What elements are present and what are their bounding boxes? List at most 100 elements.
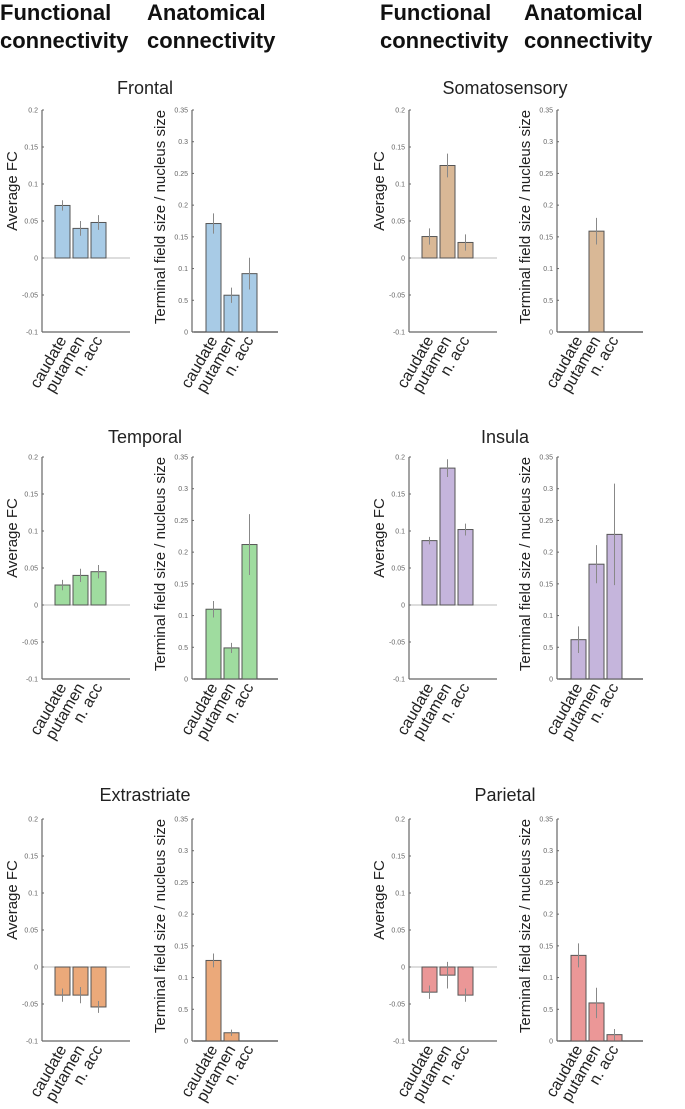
- fc-tick-label: 0.05: [24, 566, 38, 573]
- fc-y-label: Average FC: [371, 860, 388, 940]
- anat-tick-label: 0.5: [178, 298, 188, 305]
- anat-y-label: Terminal field size / nucleus size: [152, 110, 169, 324]
- anat-tick-label: 0.15: [539, 581, 553, 588]
- anat-tick-label: 0.15: [174, 943, 188, 950]
- anat-tick-label: 0: [549, 1039, 553, 1046]
- anat-y-label: Terminal field size / nucleus size: [517, 457, 534, 671]
- fc-tick-label: 0.05: [391, 566, 405, 573]
- anat-tick-label: 0.3: [178, 486, 188, 493]
- fc-bar-nacc: [90, 966, 107, 1008]
- header-left-anatomical-line2: connectivity: [147, 28, 276, 53]
- fc-tick-label: 0.05: [391, 219, 405, 226]
- anat-tick-label: 0.25: [174, 171, 188, 178]
- fc-bar-caudate: [421, 540, 438, 606]
- anat-tick-label: 0.5: [543, 645, 553, 652]
- anat-tick-label: 0.25: [539, 880, 553, 887]
- anat-tick-label: 0.15: [539, 234, 553, 241]
- anat-tick-label: 0: [184, 677, 188, 684]
- anat-tick-label: 0.5: [178, 645, 188, 652]
- panel-title: Frontal: [117, 78, 173, 98]
- header-right-functional-line2: connectivity: [380, 28, 509, 53]
- anat-tick-label: 0.25: [539, 518, 553, 525]
- anat-tick-label: 0.25: [539, 171, 553, 178]
- fc-tick-label: 0.15: [24, 854, 38, 861]
- anat-tick-label: 0.3: [543, 139, 553, 146]
- fc-y-label: Average FC: [4, 151, 21, 231]
- panel-title: Parietal: [474, 785, 535, 805]
- anat-tick-label: 0.1: [543, 266, 553, 273]
- anat-tick-label: 0.2: [543, 203, 553, 210]
- anat-tick-label: 0: [184, 330, 188, 337]
- anat-tick-label: 0.3: [178, 139, 188, 146]
- header-left-functional-line2: connectivity: [0, 28, 129, 53]
- fc-tick-label: 0.1: [395, 529, 405, 536]
- anat-tick-label: 0.2: [178, 912, 188, 919]
- anat-tick-label: 0.35: [174, 455, 188, 462]
- anat-tick-label: 0.35: [174, 817, 188, 824]
- anat-y-label: Terminal field size / nucleus size: [517, 110, 534, 324]
- fc-tick-label: 0.2: [395, 455, 405, 462]
- anat-bar-caudate: [570, 954, 587, 1042]
- anat-tick-label: 0.1: [543, 975, 553, 982]
- fc-y-label: Average FC: [371, 151, 388, 231]
- fc-tick-label: 0.2: [395, 817, 405, 824]
- fc-tick-label: 0.2: [28, 108, 38, 115]
- anat-y-label: Terminal field size / nucleus size: [152, 457, 169, 671]
- fc-tick-label: 0.1: [395, 182, 405, 189]
- fc-tick-label: -0.05: [389, 640, 405, 647]
- anat-tick-label: 0.2: [178, 203, 188, 210]
- anat-tick-label: 0.15: [174, 234, 188, 241]
- header-right-anatomical-line1: Anatomical: [524, 0, 643, 25]
- anat-bar-caudate: [205, 223, 222, 333]
- anat-tick-label: 0.5: [178, 1007, 188, 1014]
- anat-tick-label: 0.35: [174, 108, 188, 115]
- header-left-functional-line1: Functional: [0, 0, 111, 25]
- fc-tick-label: 0: [34, 256, 38, 263]
- fc-tick-label: -0.05: [389, 293, 405, 300]
- fc-bar-caudate: [54, 204, 71, 259]
- fc-tick-label: 0.2: [28, 817, 38, 824]
- fc-tick-label: 0.1: [395, 891, 405, 898]
- anat-tick-label: 0.2: [543, 912, 553, 919]
- anat-tick-label: 0.1: [543, 613, 553, 620]
- fc-tick-label: -0.05: [389, 1002, 405, 1009]
- anat-tick-label: 0.1: [178, 975, 188, 982]
- fc-tick-label: 0.05: [391, 928, 405, 935]
- fc-tick-label: 0.2: [28, 455, 38, 462]
- anat-tick-label: 0.1: [178, 266, 188, 273]
- anat-tick-label: 0.5: [543, 298, 553, 305]
- anat-tick-label: 0.35: [539, 108, 553, 115]
- fc-tick-label: 0: [401, 256, 405, 263]
- anat-tick-label: 0.35: [539, 817, 553, 824]
- panel-title: Extrastriate: [99, 785, 190, 805]
- anat-tick-label: 0.25: [174, 518, 188, 525]
- fc-tick-label: 0: [401, 603, 405, 610]
- anat-tick-label: 0: [184, 1039, 188, 1046]
- anat-tick-label: 0.2: [543, 550, 553, 557]
- fc-tick-label: 0.15: [24, 492, 38, 499]
- header-right-functional-line1: Functional: [380, 0, 491, 25]
- anat-tick-label: 0.25: [174, 880, 188, 887]
- fc-y-label: Average FC: [4, 860, 21, 940]
- fc-tick-label: 0: [34, 603, 38, 610]
- anat-tick-label: 0.3: [178, 848, 188, 855]
- fc-y-label: Average FC: [4, 498, 21, 578]
- fc-tick-label: 0.15: [24, 145, 38, 152]
- fc-tick-label: 0.05: [24, 219, 38, 226]
- panel-title: Insula: [481, 427, 530, 447]
- anat-tick-label: 0.35: [539, 455, 553, 462]
- header-left-anatomical-line1: Anatomical: [147, 0, 266, 25]
- fc-tick-label: -0.05: [22, 640, 38, 647]
- fc-tick-label: 0: [401, 965, 405, 972]
- fc-bar-nacc: [457, 529, 474, 606]
- fc-tick-label: -0.1: [26, 677, 38, 684]
- fc-bar-putamen: [439, 467, 456, 606]
- fc-tick-label: 0.1: [28, 529, 38, 536]
- fc-tick-label: 0.2: [395, 108, 405, 115]
- fc-tick-label: 0.15: [391, 492, 405, 499]
- fc-tick-label: 0: [34, 965, 38, 972]
- fc-tick-label: 0.1: [28, 182, 38, 189]
- fc-bar-putamen: [439, 165, 456, 259]
- anat-tick-label: 0: [549, 330, 553, 337]
